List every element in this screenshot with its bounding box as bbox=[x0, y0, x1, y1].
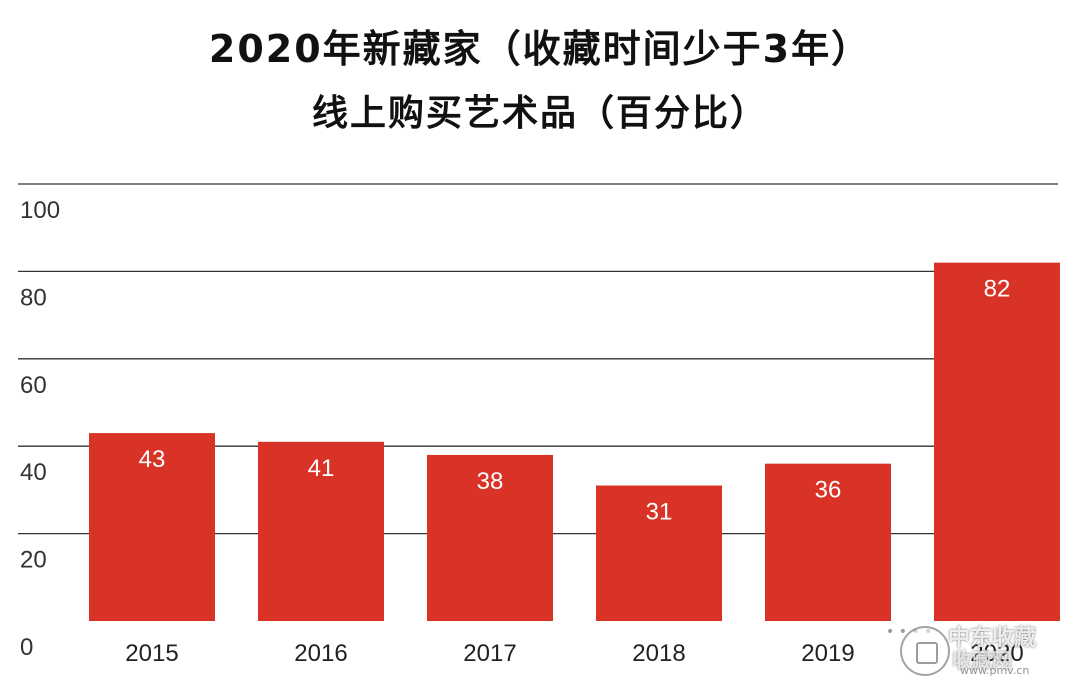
x-tick-label: 2018 bbox=[632, 640, 685, 667]
watermark-url: www.pmv.cn bbox=[960, 664, 1030, 677]
y-tick-label: 100 bbox=[20, 197, 60, 224]
bar bbox=[427, 454, 553, 621]
y-tick-label: 20 bbox=[20, 547, 47, 574]
y-tick-label: 80 bbox=[20, 284, 47, 311]
y-tick-label: 40 bbox=[20, 459, 47, 486]
bar bbox=[258, 441, 384, 621]
bar-value-label: 38 bbox=[477, 468, 504, 495]
y-tick-label: 60 bbox=[20, 372, 47, 399]
bar-value-label: 43 bbox=[139, 446, 166, 473]
bar bbox=[596, 485, 722, 621]
x-tick-label: 2017 bbox=[463, 640, 516, 667]
y-tick-label: 0 bbox=[20, 634, 33, 661]
watermark-logo-icon bbox=[900, 626, 950, 676]
bar bbox=[934, 262, 1060, 621]
x-tick-label: 2016 bbox=[294, 640, 347, 667]
chart-subtitle: 线上购买艺术品（百分比） bbox=[311, 93, 768, 134]
bar-value-label: 36 bbox=[815, 477, 842, 504]
watermark-subtext: 收藏网 bbox=[952, 648, 1012, 672]
bar-value-label: 82 bbox=[984, 276, 1011, 303]
bar bbox=[765, 463, 891, 621]
x-tick-label: 2020 bbox=[970, 640, 1023, 667]
x-tick-label: 2015 bbox=[125, 640, 178, 667]
bar-value-label: 41 bbox=[308, 455, 335, 482]
watermark: • • • • 中东收藏 收藏网 www.pmv.cn bbox=[886, 618, 1076, 678]
chart-title: 2020年新藏家（收藏时间少于3年） bbox=[208, 27, 872, 71]
bar-value-label: 31 bbox=[646, 499, 673, 526]
x-tick-label: 2019 bbox=[801, 640, 854, 667]
bar bbox=[89, 433, 215, 621]
watermark-text: 中东收藏 bbox=[948, 626, 1037, 651]
